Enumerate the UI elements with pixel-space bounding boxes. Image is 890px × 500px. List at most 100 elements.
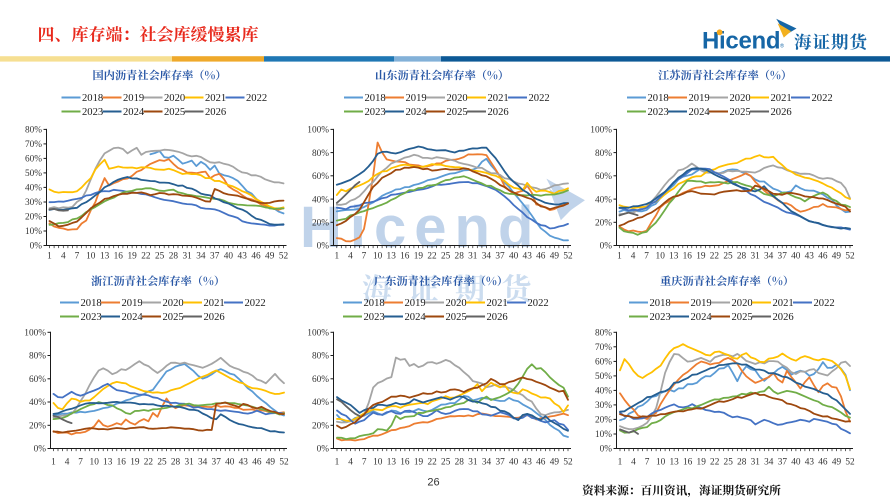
svg-text:52: 52 [563, 458, 573, 468]
svg-text:2018: 2018 [82, 93, 103, 104]
svg-text:0%: 0% [30, 242, 43, 252]
svg-text:25: 25 [723, 252, 733, 262]
svg-text:26: 26 [427, 477, 439, 489]
svg-text:28: 28 [171, 458, 181, 468]
svg-text:22: 22 [141, 252, 151, 262]
svg-text:10: 10 [656, 252, 666, 262]
svg-text:25: 25 [155, 252, 165, 262]
svg-text:40: 40 [224, 252, 234, 262]
svg-text:16: 16 [683, 252, 693, 262]
svg-text:2018: 2018 [650, 298, 671, 309]
svg-text:2018: 2018 [648, 93, 669, 104]
svg-text:2025: 2025 [732, 312, 753, 323]
svg-text:60%: 60% [595, 358, 612, 368]
svg-text:40: 40 [791, 252, 801, 262]
svg-text:1: 1 [617, 252, 622, 262]
svg-text:22: 22 [710, 252, 720, 262]
svg-text:28: 28 [737, 458, 747, 468]
svg-text:2022: 2022 [246, 93, 267, 104]
svg-text:4: 4 [631, 252, 636, 262]
svg-text:40: 40 [791, 458, 801, 468]
svg-text:52: 52 [845, 458, 855, 468]
svg-text:13: 13 [100, 252, 110, 262]
svg-text:46: 46 [818, 458, 828, 468]
svg-text:80%: 80% [29, 352, 46, 362]
svg-text:16: 16 [683, 458, 693, 468]
svg-text:80%: 80% [595, 149, 612, 159]
svg-text:31: 31 [468, 458, 478, 468]
svg-text:2022: 2022 [529, 93, 550, 104]
svg-text:2018: 2018 [365, 93, 386, 104]
svg-text:22: 22 [710, 458, 720, 468]
svg-text:40%: 40% [312, 195, 329, 205]
svg-text:22: 22 [427, 458, 437, 468]
svg-text:2019: 2019 [406, 93, 427, 104]
svg-text:40%: 40% [595, 387, 612, 397]
svg-text:25: 25 [157, 458, 167, 468]
svg-text:43: 43 [523, 458, 533, 468]
svg-text:2025: 2025 [447, 107, 468, 118]
svg-text:2018: 2018 [81, 298, 102, 309]
svg-text:16: 16 [400, 458, 410, 468]
svg-text:2023: 2023 [81, 312, 102, 323]
svg-text:19: 19 [130, 458, 140, 468]
svg-text:19: 19 [696, 252, 706, 262]
svg-text:4: 4 [348, 252, 353, 262]
svg-text:13: 13 [103, 458, 113, 468]
svg-text:30%: 30% [595, 401, 612, 411]
svg-text:2019: 2019 [122, 298, 143, 309]
svg-text:28: 28 [455, 458, 465, 468]
svg-text:13: 13 [669, 252, 679, 262]
svg-text:1: 1 [51, 458, 56, 468]
svg-text:60%: 60% [312, 172, 329, 182]
svg-text:50%: 50% [25, 169, 42, 179]
svg-text:100%: 100% [24, 329, 46, 339]
svg-text:22: 22 [427, 252, 437, 262]
svg-text:19: 19 [697, 458, 707, 468]
svg-text:43: 43 [239, 458, 249, 468]
svg-text:30%: 30% [25, 198, 42, 208]
svg-text:40: 40 [509, 458, 519, 468]
svg-text:31: 31 [750, 252, 760, 262]
svg-text:0%: 0% [317, 242, 330, 252]
svg-text:2026: 2026 [205, 107, 226, 118]
svg-text:31: 31 [468, 252, 478, 262]
svg-text:2019: 2019 [405, 298, 426, 309]
svg-text:34: 34 [198, 458, 208, 468]
svg-text:19: 19 [127, 252, 137, 262]
svg-text:0%: 0% [34, 445, 47, 455]
svg-text:49: 49 [832, 252, 842, 262]
svg-text:13: 13 [387, 458, 397, 468]
svg-text:31: 31 [184, 458, 194, 468]
svg-text:34: 34 [764, 252, 774, 262]
svg-text:52: 52 [845, 252, 855, 262]
svg-text:20%: 20% [595, 219, 612, 229]
svg-text:22: 22 [144, 458, 154, 468]
svg-text:4: 4 [61, 252, 66, 262]
svg-text:2024: 2024 [689, 107, 711, 118]
svg-text:®: ® [780, 43, 784, 50]
svg-text:40%: 40% [595, 195, 612, 205]
svg-text:2025: 2025 [163, 312, 184, 323]
svg-text:100%: 100% [307, 329, 329, 339]
svg-text:2020: 2020 [164, 93, 185, 104]
svg-text:2025: 2025 [730, 107, 751, 118]
svg-text:2023: 2023 [82, 107, 103, 118]
svg-text:2021: 2021 [487, 298, 508, 309]
svg-text:2021: 2021 [773, 298, 794, 309]
svg-text:43: 43 [805, 458, 815, 468]
svg-text:4: 4 [65, 458, 70, 468]
svg-text:2021: 2021 [488, 93, 509, 104]
svg-text:Hicend: Hicend [702, 28, 780, 55]
svg-text:100%: 100% [307, 126, 329, 136]
svg-text:2022: 2022 [814, 298, 835, 309]
svg-text:20%: 20% [312, 422, 329, 432]
svg-text:2024: 2024 [122, 312, 144, 323]
svg-text:20%: 20% [29, 422, 46, 432]
svg-text:13: 13 [387, 252, 397, 262]
svg-text:37: 37 [212, 458, 222, 468]
svg-text:50%: 50% [595, 372, 612, 382]
svg-text:70%: 70% [595, 343, 612, 353]
svg-text:46: 46 [252, 458, 262, 468]
svg-text:2025: 2025 [446, 312, 467, 323]
